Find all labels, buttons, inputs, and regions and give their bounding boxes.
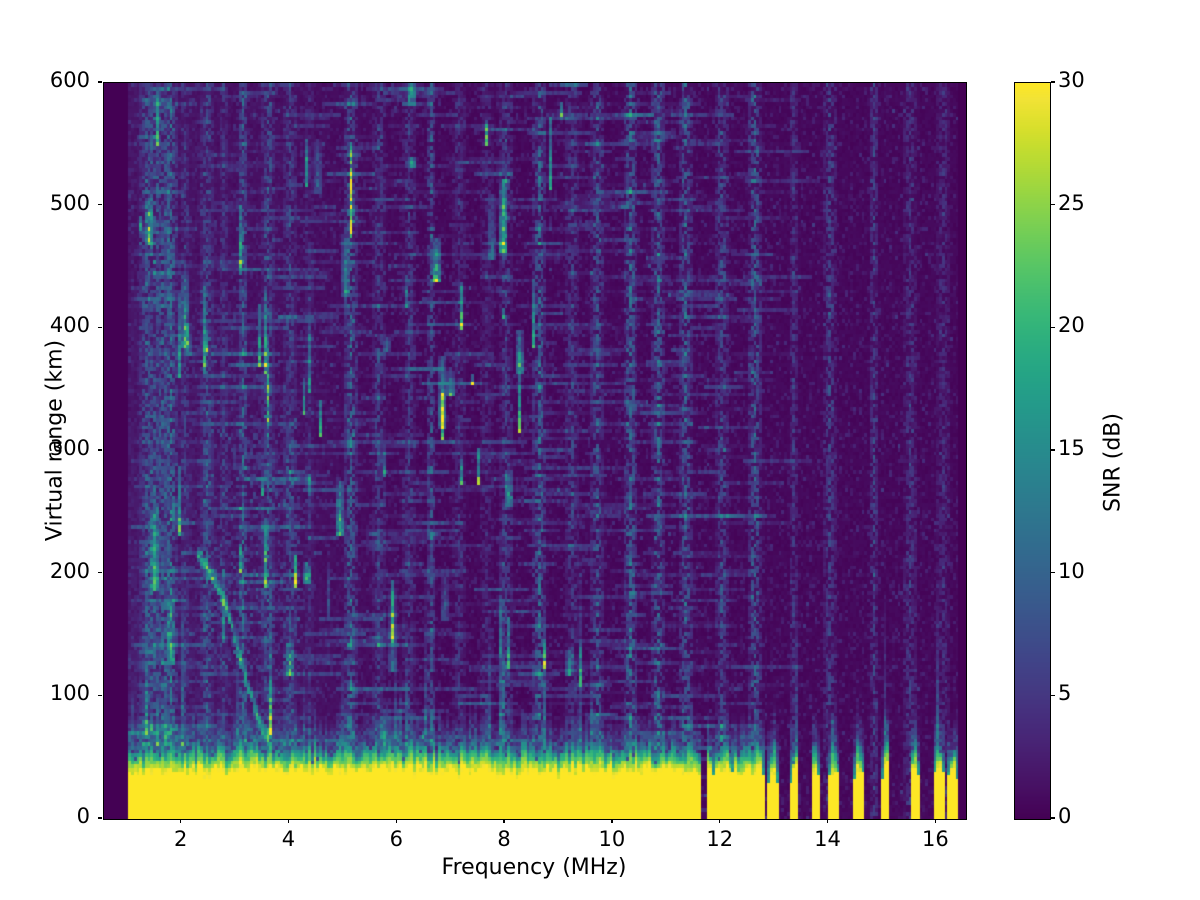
- x-tick-mark: [503, 819, 505, 823]
- colorbar-tick-mark: [1051, 572, 1055, 574]
- y-tick-label: 400: [49, 313, 90, 338]
- x-tick-mark: [826, 819, 829, 823]
- colorbar-tick-label: 20: [1058, 313, 1085, 338]
- y-tick-label: 500: [49, 190, 90, 215]
- y-tick-label: 600: [49, 68, 90, 92]
- x-tick-mark: [719, 819, 721, 823]
- x-tick-label: 12: [706, 827, 734, 851]
- x-axis-label: Frequency (MHz): [441, 855, 627, 880]
- x-tick-label: 16: [921, 827, 949, 851]
- x-tick-label: 10: [598, 827, 626, 851]
- colorbar-tick-label: 10: [1058, 558, 1085, 583]
- x-tick-mark: [287, 819, 290, 823]
- y-tick-mark: [98, 449, 102, 451]
- x-tick-label: 14: [814, 827, 841, 851]
- y-tick-mark: [98, 694, 102, 696]
- y-tick-label: 200: [49, 558, 90, 583]
- x-tick-label: 8: [497, 827, 511, 851]
- colorbar-tick-mark: [1051, 817, 1055, 819]
- colorbar-label: SNR (dB): [1100, 413, 1126, 512]
- x-tick-mark: [611, 819, 613, 823]
- y-tick-label: 100: [49, 681, 90, 706]
- colorbar-tick-mark: [1051, 694, 1055, 696]
- colorbar-gradient: [1014, 82, 1051, 820]
- x-tick-label: 2: [173, 827, 188, 851]
- y-tick-mark: [98, 204, 102, 206]
- y-tick-label: 0: [76, 804, 90, 828]
- y-axis-label: Virtual range (km): [42, 339, 68, 542]
- colorbar-tick-mark: [1051, 81, 1055, 83]
- x-tick-mark: [934, 819, 936, 823]
- y-tick-mark: [98, 572, 102, 574]
- plot-axes: [103, 82, 967, 820]
- colorbar-tick-mark: [1051, 326, 1055, 328]
- colorbar-tick-label: 25: [1058, 190, 1085, 215]
- colorbar-container: [1014, 82, 1051, 820]
- y-tick-label: 300: [49, 436, 90, 460]
- colorbar-tick-mark: [1051, 449, 1055, 451]
- x-tick-label: 4: [281, 827, 296, 851]
- y-tick-mark: [98, 326, 102, 328]
- x-tick-mark: [395, 819, 397, 823]
- ionogram-heatmap: [104, 83, 966, 819]
- y-tick-mark: [98, 817, 102, 819]
- colorbar-tick-mark: [1051, 204, 1055, 206]
- colorbar-tick-label: 5: [1058, 681, 1072, 706]
- colorbar-tick-label: 15: [1058, 436, 1085, 460]
- x-tick-mark: [179, 819, 182, 823]
- y-tick-mark: [98, 81, 102, 83]
- colorbar-tick-label: 0: [1058, 804, 1072, 828]
- x-tick-label: 6: [389, 827, 403, 851]
- colorbar-tick-label: 30: [1058, 68, 1085, 92]
